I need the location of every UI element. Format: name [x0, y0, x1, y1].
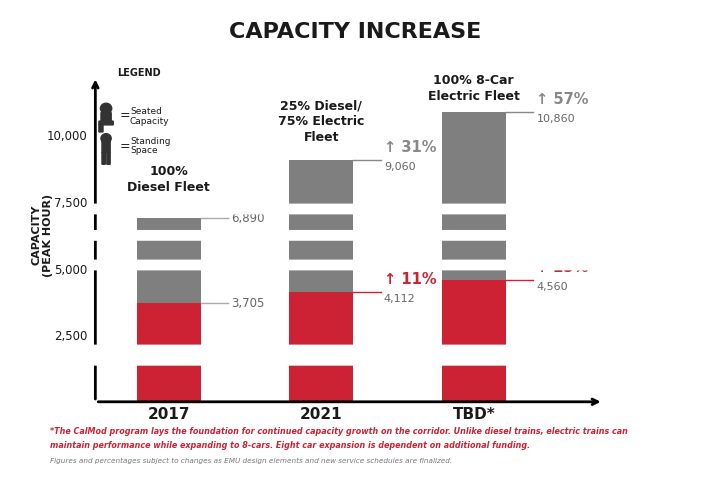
Text: maintain performance while expanding to 8-cars. Eight car expansion is dependent: maintain performance while expanding to …	[50, 441, 530, 450]
Text: 100%
Diesel Fleet: 100% Diesel Fleet	[127, 165, 210, 194]
Text: +: +	[467, 202, 478, 216]
FancyBboxPatch shape	[0, 359, 710, 361]
Bar	[442, 112, 506, 280]
FancyBboxPatch shape	[0, 350, 710, 355]
Bar	[442, 280, 506, 402]
Bar	[136, 218, 201, 303]
FancyBboxPatch shape	[102, 152, 105, 164]
FancyBboxPatch shape	[106, 152, 110, 164]
Circle shape	[0, 354, 710, 359]
FancyBboxPatch shape	[0, 234, 710, 240]
FancyBboxPatch shape	[0, 208, 710, 213]
FancyBboxPatch shape	[0, 264, 710, 269]
Circle shape	[0, 350, 710, 355]
Text: Capacity: Capacity	[130, 117, 170, 125]
Circle shape	[0, 204, 710, 209]
Text: Figures and percentages subject to changes as EMU design elements and new servic: Figures and percentages subject to chang…	[50, 458, 452, 464]
Circle shape	[0, 231, 710, 235]
FancyBboxPatch shape	[0, 212, 710, 214]
FancyBboxPatch shape	[0, 363, 710, 365]
FancyBboxPatch shape	[0, 239, 710, 240]
Text: Space: Space	[130, 147, 158, 155]
Circle shape	[0, 231, 710, 235]
FancyBboxPatch shape	[0, 354, 710, 356]
Bar	[289, 160, 354, 292]
Text: +: +	[162, 259, 173, 271]
Text: 3,705: 3,705	[231, 296, 265, 310]
Text: ↑ 23%: ↑ 23%	[536, 260, 589, 275]
Text: ↑ 31%: ↑ 31%	[384, 140, 436, 155]
FancyBboxPatch shape	[0, 265, 710, 269]
Text: 25% Diesel/
75% Electric
Fleet: 25% Diesel/ 75% Electric Fleet	[278, 99, 364, 144]
FancyBboxPatch shape	[0, 359, 710, 364]
Text: =: =	[120, 141, 131, 153]
Bar	[289, 292, 354, 402]
Text: 6,890: 6,890	[231, 212, 265, 224]
Text: CAPACITY INCREASE: CAPACITY INCREASE	[229, 22, 481, 42]
FancyBboxPatch shape	[99, 121, 113, 125]
FancyBboxPatch shape	[0, 235, 710, 239]
FancyBboxPatch shape	[102, 140, 110, 152]
Bar	[136, 303, 201, 402]
Circle shape	[100, 103, 111, 114]
Text: 100% 8-Car
Electric Fleet: 100% 8-Car Electric Fleet	[428, 74, 520, 103]
Circle shape	[0, 345, 710, 350]
Circle shape	[0, 261, 710, 265]
Text: +: +	[315, 229, 325, 242]
FancyBboxPatch shape	[0, 355, 710, 360]
FancyBboxPatch shape	[0, 208, 710, 213]
Text: 4,112: 4,112	[384, 294, 415, 303]
Text: ↑ 11%: ↑ 11%	[384, 272, 437, 287]
Y-axis label: CAPACITY
(PEAK HOUR): CAPACITY (PEAK HOUR)	[32, 194, 53, 277]
FancyBboxPatch shape	[99, 124, 103, 132]
Circle shape	[101, 134, 111, 143]
Text: 9,060: 9,060	[384, 162, 415, 172]
Circle shape	[0, 205, 710, 209]
Text: 10,860: 10,860	[536, 114, 575, 123]
Text: Seated: Seated	[130, 107, 162, 116]
Text: ↑ 57%: ↑ 57%	[536, 92, 589, 107]
Text: Standing: Standing	[130, 137, 170, 146]
FancyBboxPatch shape	[0, 268, 710, 270]
Text: LEGEND: LEGEND	[117, 68, 160, 78]
FancyBboxPatch shape	[101, 113, 111, 122]
Circle shape	[0, 260, 710, 265]
Text: *The CalMod program lays the foundation for continued capacity growth on the cor: *The CalMod program lays the foundation …	[50, 427, 628, 436]
Text: 4,560: 4,560	[536, 282, 568, 292]
Text: =: =	[120, 109, 131, 122]
